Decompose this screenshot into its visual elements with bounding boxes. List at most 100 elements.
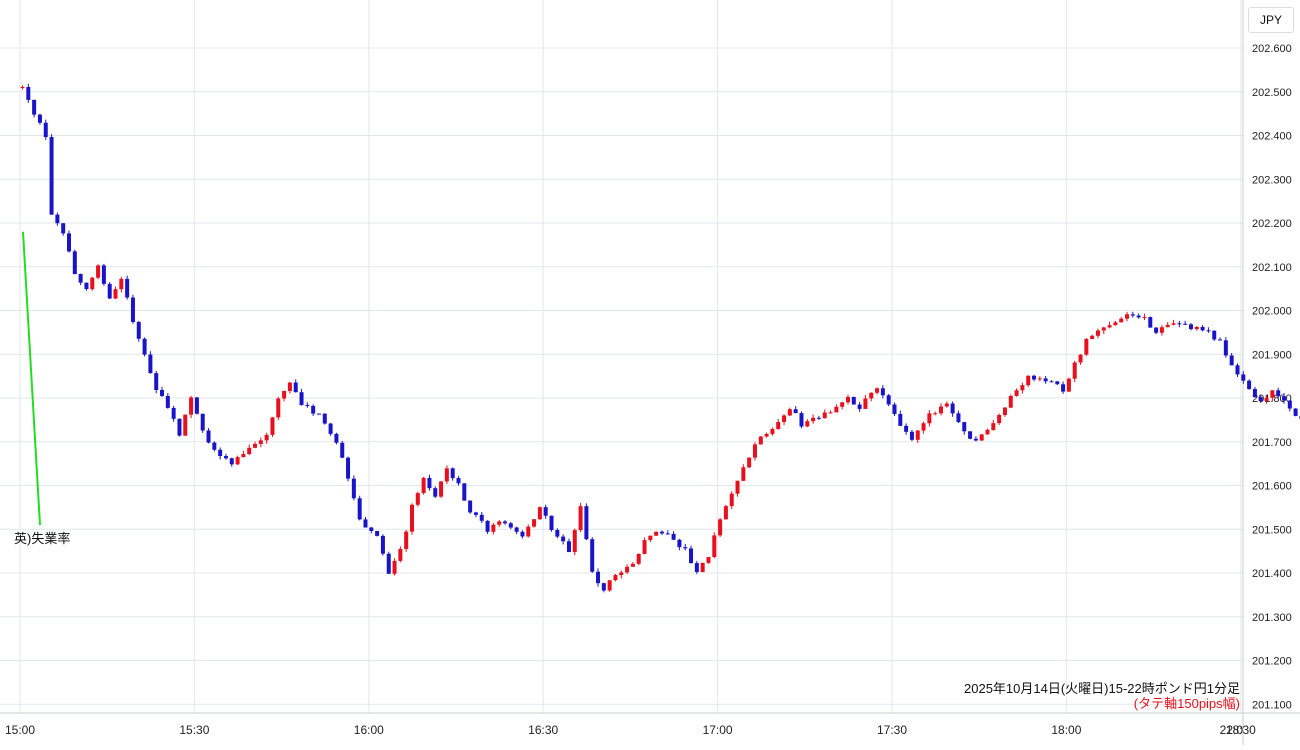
- candle-body: [1206, 330, 1210, 331]
- candle-body: [1032, 376, 1036, 380]
- candle-body: [881, 388, 885, 395]
- y-tick-label: 202.200: [1252, 218, 1292, 230]
- candle-body: [846, 397, 850, 402]
- candle-body: [1142, 317, 1146, 318]
- candle-body: [1212, 331, 1216, 340]
- y-tick-label: 201.200: [1252, 656, 1292, 668]
- candle-body: [799, 413, 803, 426]
- candle-body: [96, 265, 100, 277]
- candle-body: [457, 478, 461, 483]
- candle-body: [1294, 409, 1298, 416]
- candle-body: [1137, 316, 1141, 318]
- candle-body: [1230, 355, 1234, 365]
- candle-body: [538, 507, 542, 519]
- candle-body: [910, 432, 914, 440]
- candle-body: [462, 483, 466, 500]
- candle-body: [962, 422, 966, 431]
- candle-body: [317, 414, 321, 415]
- candle-body: [1096, 331, 1100, 336]
- candle-body: [1125, 314, 1129, 318]
- candle-body: [1131, 314, 1135, 315]
- candle-body: [422, 478, 426, 493]
- candle-body: [1189, 324, 1193, 329]
- candle-body: [154, 373, 158, 390]
- candle-body: [968, 431, 972, 438]
- candle-body: [358, 498, 362, 519]
- candle-body: [718, 519, 722, 535]
- caption-subtitle: (タテ軸150pips幅): [1134, 696, 1240, 711]
- candle-body: [346, 458, 350, 479]
- y-tick-label: 201.700: [1252, 437, 1292, 449]
- candle-body: [1201, 327, 1205, 330]
- candle-body: [1282, 396, 1286, 400]
- candle-body: [701, 563, 705, 572]
- x-tick-label: 17:30: [877, 723, 907, 737]
- x-tick-label: 15:30: [179, 723, 209, 737]
- candle-body: [311, 406, 315, 414]
- candle-body: [73, 251, 77, 274]
- candle-body: [770, 429, 774, 434]
- candle-body: [875, 388, 879, 392]
- candle-body: [1102, 327, 1106, 330]
- candle-body: [410, 505, 414, 532]
- candle-body: [218, 450, 222, 456]
- candle-body: [933, 413, 937, 414]
- candle-body: [230, 458, 234, 464]
- candle-body: [974, 439, 978, 441]
- candle-body: [79, 274, 83, 283]
- y-tick-label: 202.300: [1252, 174, 1292, 186]
- candle-body: [32, 100, 36, 115]
- candle-body: [1224, 340, 1228, 355]
- candle-body: [236, 457, 240, 464]
- candle-body: [1265, 398, 1269, 401]
- candle-body: [44, 123, 48, 137]
- candle-body: [602, 583, 606, 590]
- candle-body: [439, 481, 443, 496]
- candle-body: [509, 523, 513, 527]
- candle-body: [265, 435, 269, 440]
- candle-body: [596, 572, 600, 583]
- candle-body: [555, 530, 559, 537]
- candle-body: [945, 404, 949, 407]
- candle-body: [689, 548, 693, 563]
- candle-body: [1049, 381, 1053, 382]
- candle-body: [706, 557, 710, 563]
- candle-body: [1172, 323, 1176, 325]
- candle-body: [247, 448, 251, 454]
- candle-body: [114, 289, 118, 298]
- candle-body: [1253, 389, 1257, 397]
- candle-body: [195, 397, 199, 413]
- candle-body: [776, 422, 780, 429]
- candle-body: [544, 507, 548, 516]
- candle-body: [305, 405, 309, 406]
- candle-body: [474, 512, 478, 514]
- candle-body: [1079, 355, 1083, 363]
- candle-body: [38, 115, 42, 123]
- candle-body: [259, 440, 263, 444]
- candle-body: [683, 547, 687, 548]
- candle-body: [160, 390, 164, 396]
- candle-body: [550, 516, 554, 530]
- candle-body: [503, 521, 507, 523]
- candle-body: [90, 278, 94, 289]
- candle-body: [1073, 362, 1077, 378]
- candle-body: [329, 424, 333, 434]
- y-tick-label: 201.600: [1252, 481, 1292, 493]
- candle-body: [904, 426, 908, 432]
- candle-body: [445, 468, 449, 481]
- candle-body: [898, 414, 902, 426]
- candle-body: [1055, 381, 1059, 384]
- candle-body: [1195, 327, 1199, 329]
- candle-body: [137, 322, 141, 339]
- candle-body: [852, 397, 856, 405]
- candle-body: [916, 431, 920, 440]
- candle-body: [253, 444, 257, 448]
- currency-button[interactable]: JPY: [1248, 7, 1294, 33]
- x-tick-label: 15:00: [5, 723, 35, 737]
- event-label: 英)失業率: [14, 531, 70, 546]
- candle-body: [747, 458, 751, 468]
- candle-body: [50, 137, 54, 215]
- candle-body: [619, 572, 623, 575]
- candle-body: [381, 536, 385, 554]
- candle-body: [189, 397, 193, 414]
